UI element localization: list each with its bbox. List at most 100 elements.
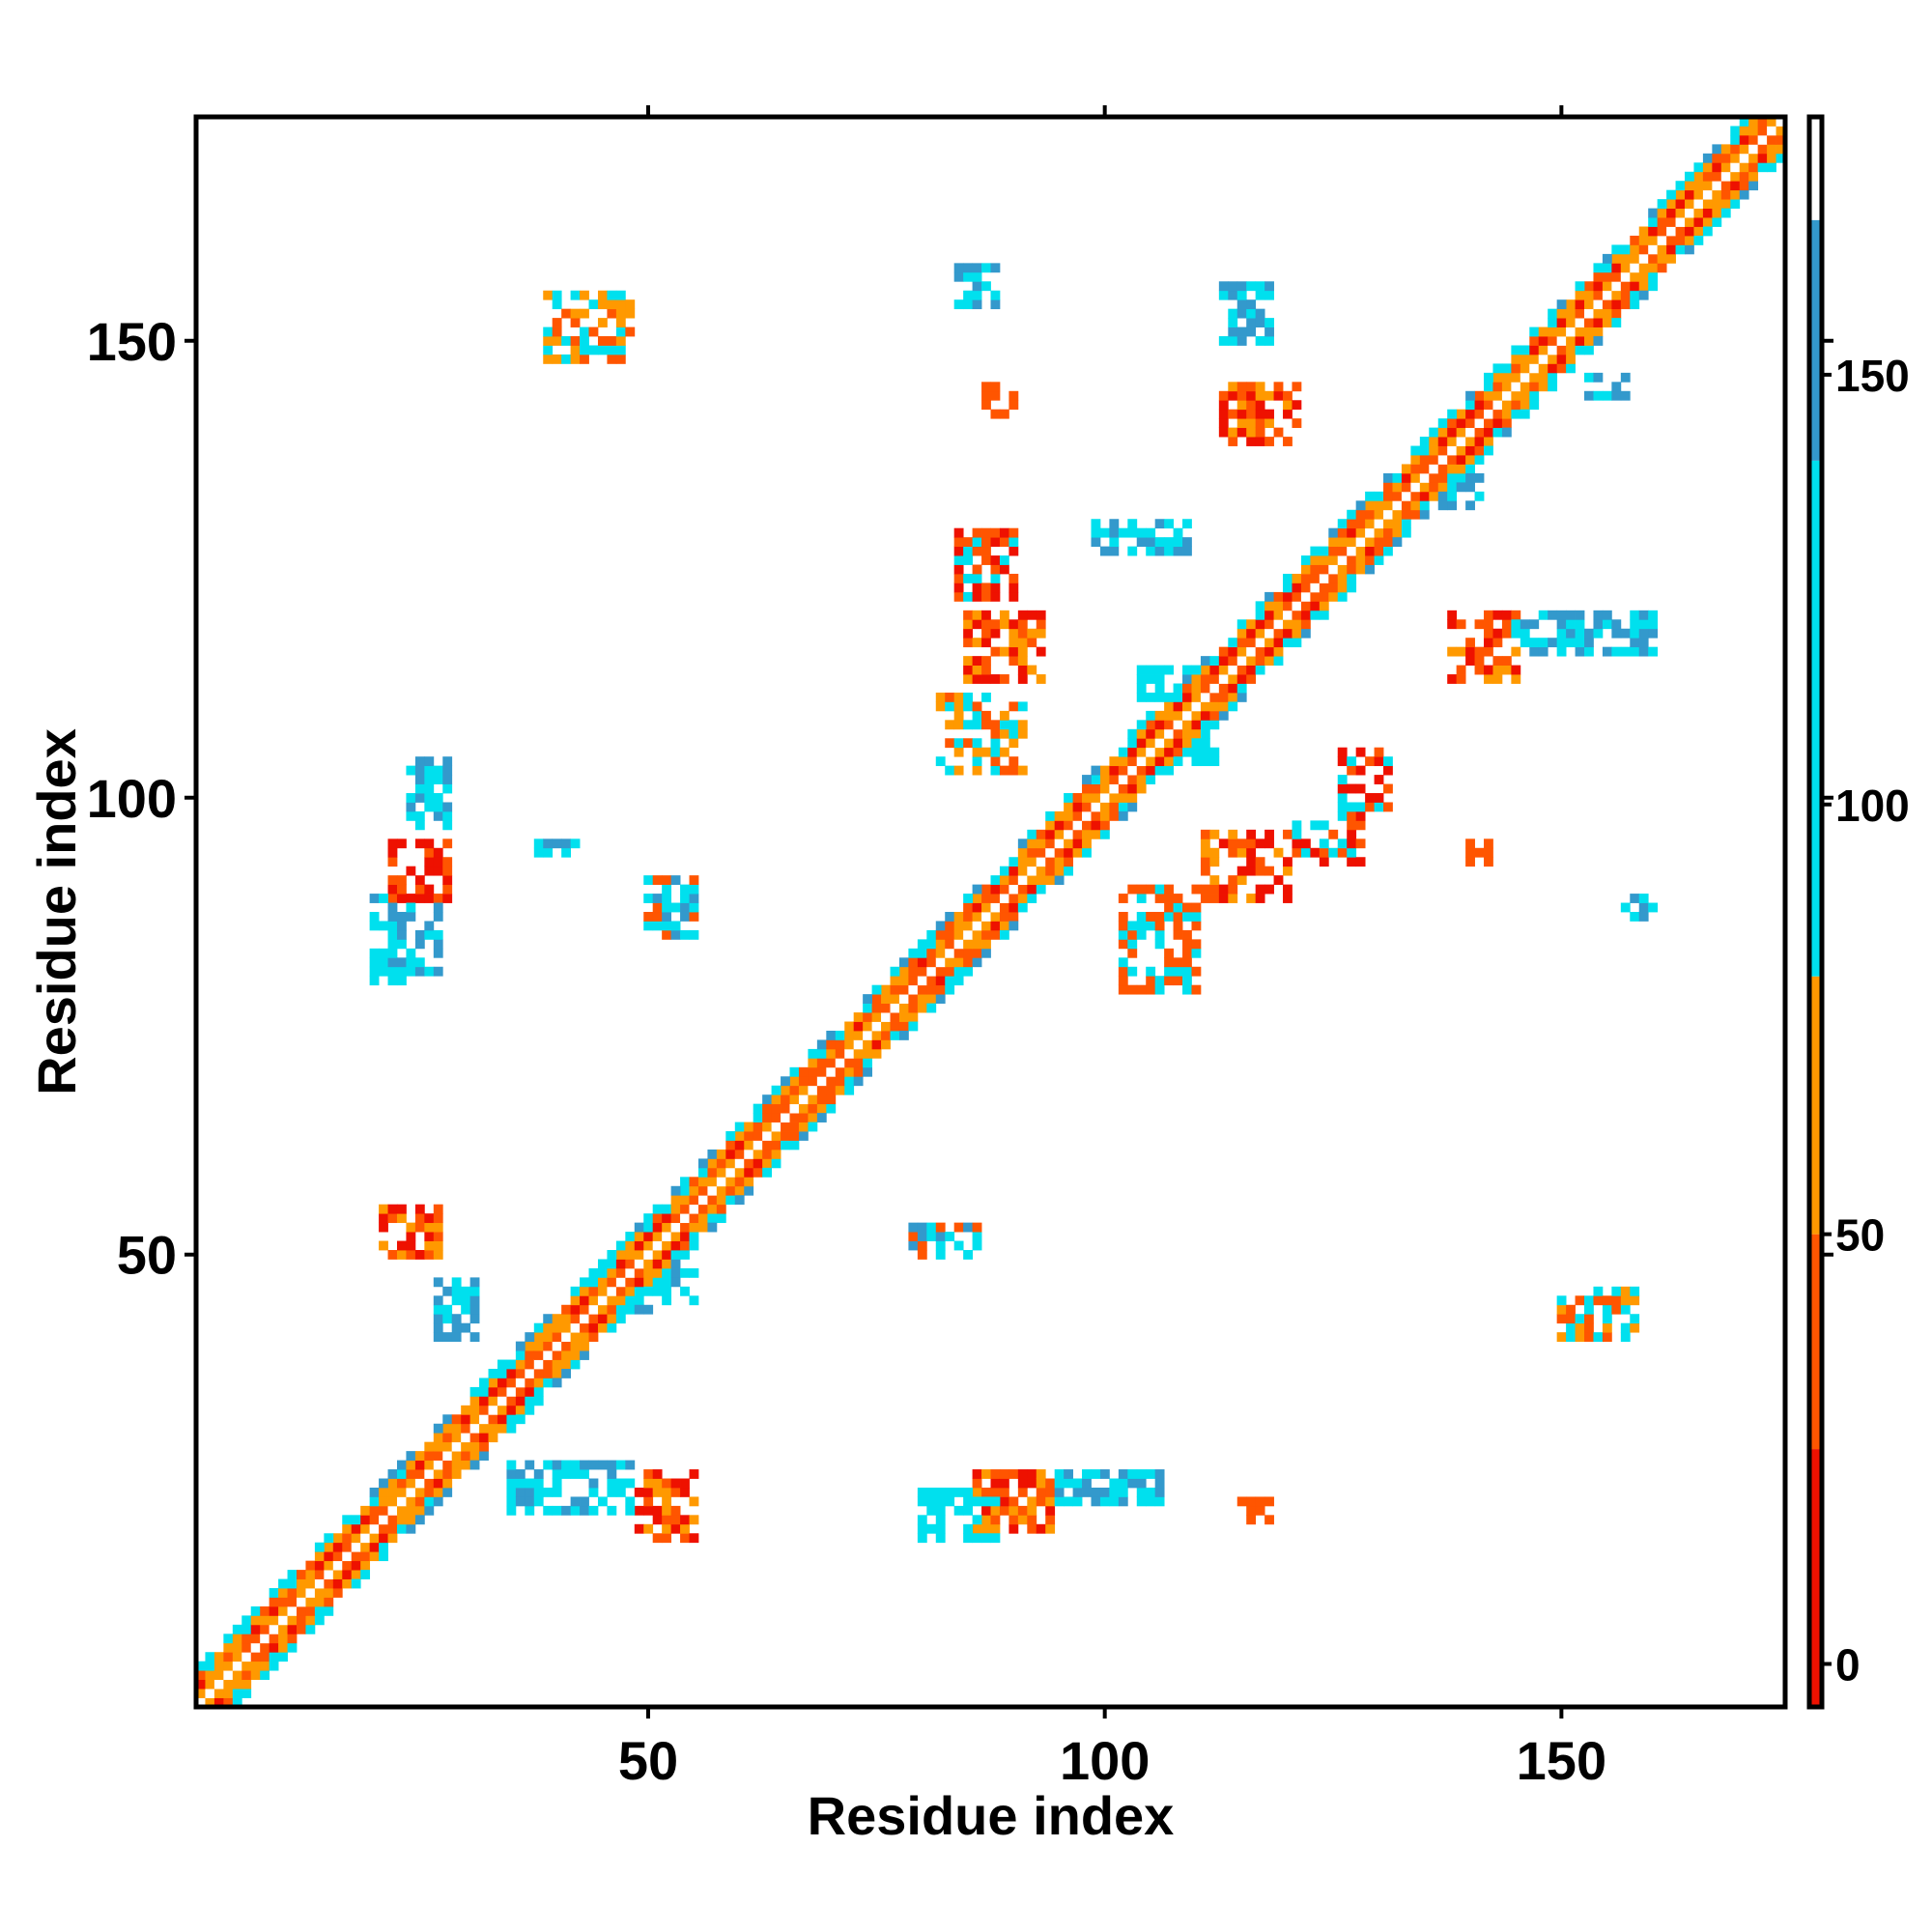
- heatmap-cell: [981, 537, 991, 548]
- heatmap-cell: [1218, 894, 1229, 903]
- heatmap-cell: [615, 1277, 626, 1288]
- heatmap-cell: [953, 1240, 964, 1251]
- heatmap-cell: [1255, 1505, 1265, 1516]
- heatmap-cell: [1154, 929, 1165, 940]
- heatmap-cell: [1246, 281, 1257, 292]
- heatmap-cell: [689, 1222, 699, 1233]
- heatmap-cell: [999, 747, 1009, 757]
- heatmap-cell: [396, 1469, 407, 1479]
- heatmap-cell: [808, 1066, 818, 1077]
- heatmap-cell: [1556, 619, 1567, 630]
- heatmap-cell: [826, 1058, 837, 1068]
- heatmap-cell: [908, 1222, 919, 1233]
- heatmap-cell: [324, 1570, 334, 1579]
- heatmap-cell: [853, 1021, 864, 1032]
- heatmap-cell: [1584, 1332, 1594, 1343]
- heatmap-cell: [1347, 537, 1357, 548]
- heatmap-cell: [1657, 217, 1667, 227]
- heatmap-cell: [1630, 1314, 1640, 1324]
- heatmap-cell: [1720, 171, 1731, 182]
- heatmap-cell: [1484, 382, 1493, 392]
- heatmap-cell: [607, 1277, 617, 1288]
- heatmap-cell: [1182, 984, 1192, 995]
- heatmap-cell: [1730, 189, 1741, 200]
- heatmap-cell: [1118, 747, 1128, 757]
- heatmap-cell: [935, 1250, 946, 1260]
- heatmap-cell: [1337, 546, 1348, 556]
- heatmap-cell: [1548, 327, 1558, 337]
- heatmap-cell: [433, 1487, 443, 1497]
- heatmap-cell: [771, 1085, 781, 1095]
- heatmap-cell: [753, 1158, 763, 1169]
- heatmap-cell: [972, 701, 982, 712]
- heatmap-cell: [1685, 244, 1694, 255]
- heatmap-cell: [1236, 866, 1247, 876]
- heatmap-cell: [488, 1414, 498, 1425]
- heatmap-cell: [1300, 619, 1311, 630]
- heatmap-cell: [1712, 153, 1722, 163]
- heatmap-cells: [196, 117, 1786, 1708]
- heatmap-cell: [406, 1515, 416, 1525]
- heatmap-cell: [1702, 208, 1713, 218]
- heatmap-cell: [890, 1021, 900, 1032]
- heatmap-cell: [561, 1460, 572, 1470]
- heatmap-cell: [863, 1039, 872, 1050]
- heatmap-cell: [945, 701, 955, 712]
- heatmap-cell: [223, 1661, 234, 1671]
- heatmap-cell: [1246, 638, 1257, 648]
- heatmap-cell: [1182, 948, 1192, 958]
- heatmap-cell: [287, 1624, 298, 1634]
- heatmap-cell: [314, 1588, 325, 1598]
- heatmap-cell: [1575, 290, 1585, 300]
- heatmap-cell: [972, 902, 982, 913]
- heatmap-cell: [615, 345, 626, 355]
- heatmap-cell: [662, 1478, 672, 1489]
- heatmap-cell: [360, 1515, 371, 1525]
- heatmap-cell: [442, 802, 453, 812]
- heatmap-cell: [1602, 318, 1612, 327]
- heatmap-cell: [1054, 1487, 1065, 1497]
- heatmap-cell: [1748, 162, 1759, 173]
- heatmap-cell: [963, 290, 973, 300]
- heatmap-cell: [808, 1058, 818, 1068]
- heatmap-cell: [1456, 472, 1466, 483]
- heatmap-cell: [662, 1259, 672, 1269]
- heatmap-cell: [1447, 418, 1458, 429]
- heatmap-cell: [1218, 418, 1229, 429]
- heatmap-cell: [963, 912, 973, 922]
- heatmap-cell: [1575, 1295, 1585, 1306]
- heatmap-cell: [999, 929, 1009, 940]
- heatmap-cell: [999, 409, 1009, 419]
- heatmap-cell: [1347, 519, 1357, 529]
- heatmap-cell: [1164, 720, 1174, 730]
- heatmap-cell: [1146, 665, 1156, 675]
- heatmap-cell: [1264, 290, 1274, 300]
- heatmap-cell: [433, 894, 443, 903]
- heatmap-cell: [935, 1232, 946, 1241]
- heatmap-cell: [1146, 756, 1156, 767]
- heatmap-cell: [744, 1177, 754, 1187]
- heatmap-cell: [1630, 912, 1640, 922]
- heatmap-cell: [835, 1039, 845, 1050]
- heatmap-cell: [287, 1634, 298, 1644]
- heatmap-cell: [615, 1487, 626, 1497]
- heatmap-cell: [213, 1679, 224, 1690]
- heatmap-cell: [533, 1359, 544, 1370]
- heatmap-cell: [1027, 829, 1037, 839]
- heatmap-cell: [716, 1158, 726, 1169]
- heatmap-cell: [1511, 409, 1521, 419]
- heatmap-cell: [1337, 802, 1348, 812]
- heatmap-cell: [981, 263, 991, 273]
- heatmap-cell: [1520, 345, 1530, 355]
- heatmap-cell: [387, 929, 398, 940]
- heatmap-cell: [1082, 1469, 1092, 1479]
- heatmap-cell: [414, 810, 425, 821]
- heatmap-cell: [1492, 418, 1503, 429]
- heatmap-cell: [552, 1350, 562, 1360]
- heatmap-cell: [853, 1058, 864, 1068]
- heatmap-cell: [762, 1113, 772, 1122]
- heatmap-cell: [771, 1131, 781, 1141]
- heatmap-cell: [287, 1578, 298, 1589]
- heatmap-cell: [1292, 628, 1302, 639]
- heatmap-cell: [1748, 171, 1759, 182]
